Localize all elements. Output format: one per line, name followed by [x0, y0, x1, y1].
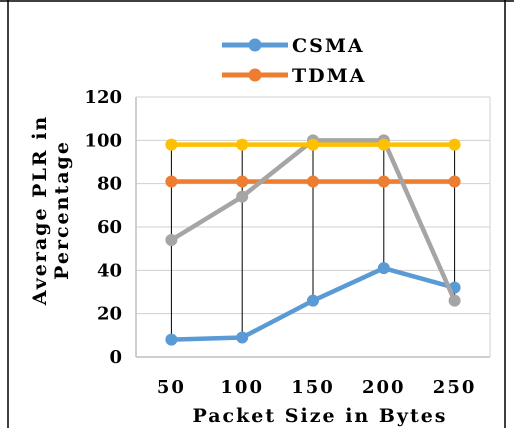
data-point	[236, 331, 249, 344]
y-tick-label: 40	[97, 260, 122, 281]
x-tick-label: 250	[433, 377, 477, 398]
y-tick-label: 60	[97, 217, 122, 238]
y-tick-label: 0	[109, 347, 122, 368]
data-point	[236, 138, 249, 151]
y-tick-label: 80	[97, 174, 122, 195]
legend-swatch-marker	[248, 38, 262, 52]
y-axis-label-line-1: Average PLR in	[29, 115, 51, 307]
x-axis-label: Packet Size in Bytes	[192, 405, 447, 427]
tick-labels: 0 20 40 60 80 100 120 50 100 150 200 250	[84, 87, 477, 398]
y-tick-label: 120	[84, 87, 122, 108]
x-tick-label: 200	[362, 377, 406, 398]
data-point	[165, 138, 178, 151]
x-tick-label: 100	[220, 377, 264, 398]
legend: CSMA TDMA	[222, 35, 366, 87]
axes	[135, 97, 490, 358]
data-point	[236, 175, 249, 188]
data-point	[448, 294, 461, 307]
data-point	[236, 190, 249, 203]
data-point	[377, 138, 390, 151]
x-tick-label: 50	[157, 377, 186, 398]
x-tick-label: 150	[291, 377, 335, 398]
data-point	[165, 175, 178, 188]
legend-label: TDMA	[292, 65, 366, 87]
series-lines	[165, 134, 461, 346]
data-point	[165, 234, 178, 246]
data-point	[307, 138, 319, 151]
legend-item: TDMA	[222, 65, 366, 87]
y-axis-label-line-2: Percentage	[51, 140, 73, 280]
data-point	[307, 175, 319, 188]
legend-label: CSMA	[292, 35, 365, 57]
data-point	[165, 333, 178, 346]
legend-swatch-marker	[248, 68, 262, 82]
drop-lines	[170, 140, 456, 340]
data-point	[377, 175, 390, 188]
data-point	[448, 175, 461, 188]
data-point	[377, 262, 390, 275]
data-point	[307, 294, 319, 307]
y-tick-label: 100	[84, 130, 122, 151]
legend-item: CSMA	[222, 35, 365, 57]
data-point	[448, 138, 461, 151]
y-tick-label: 20	[97, 304, 122, 325]
